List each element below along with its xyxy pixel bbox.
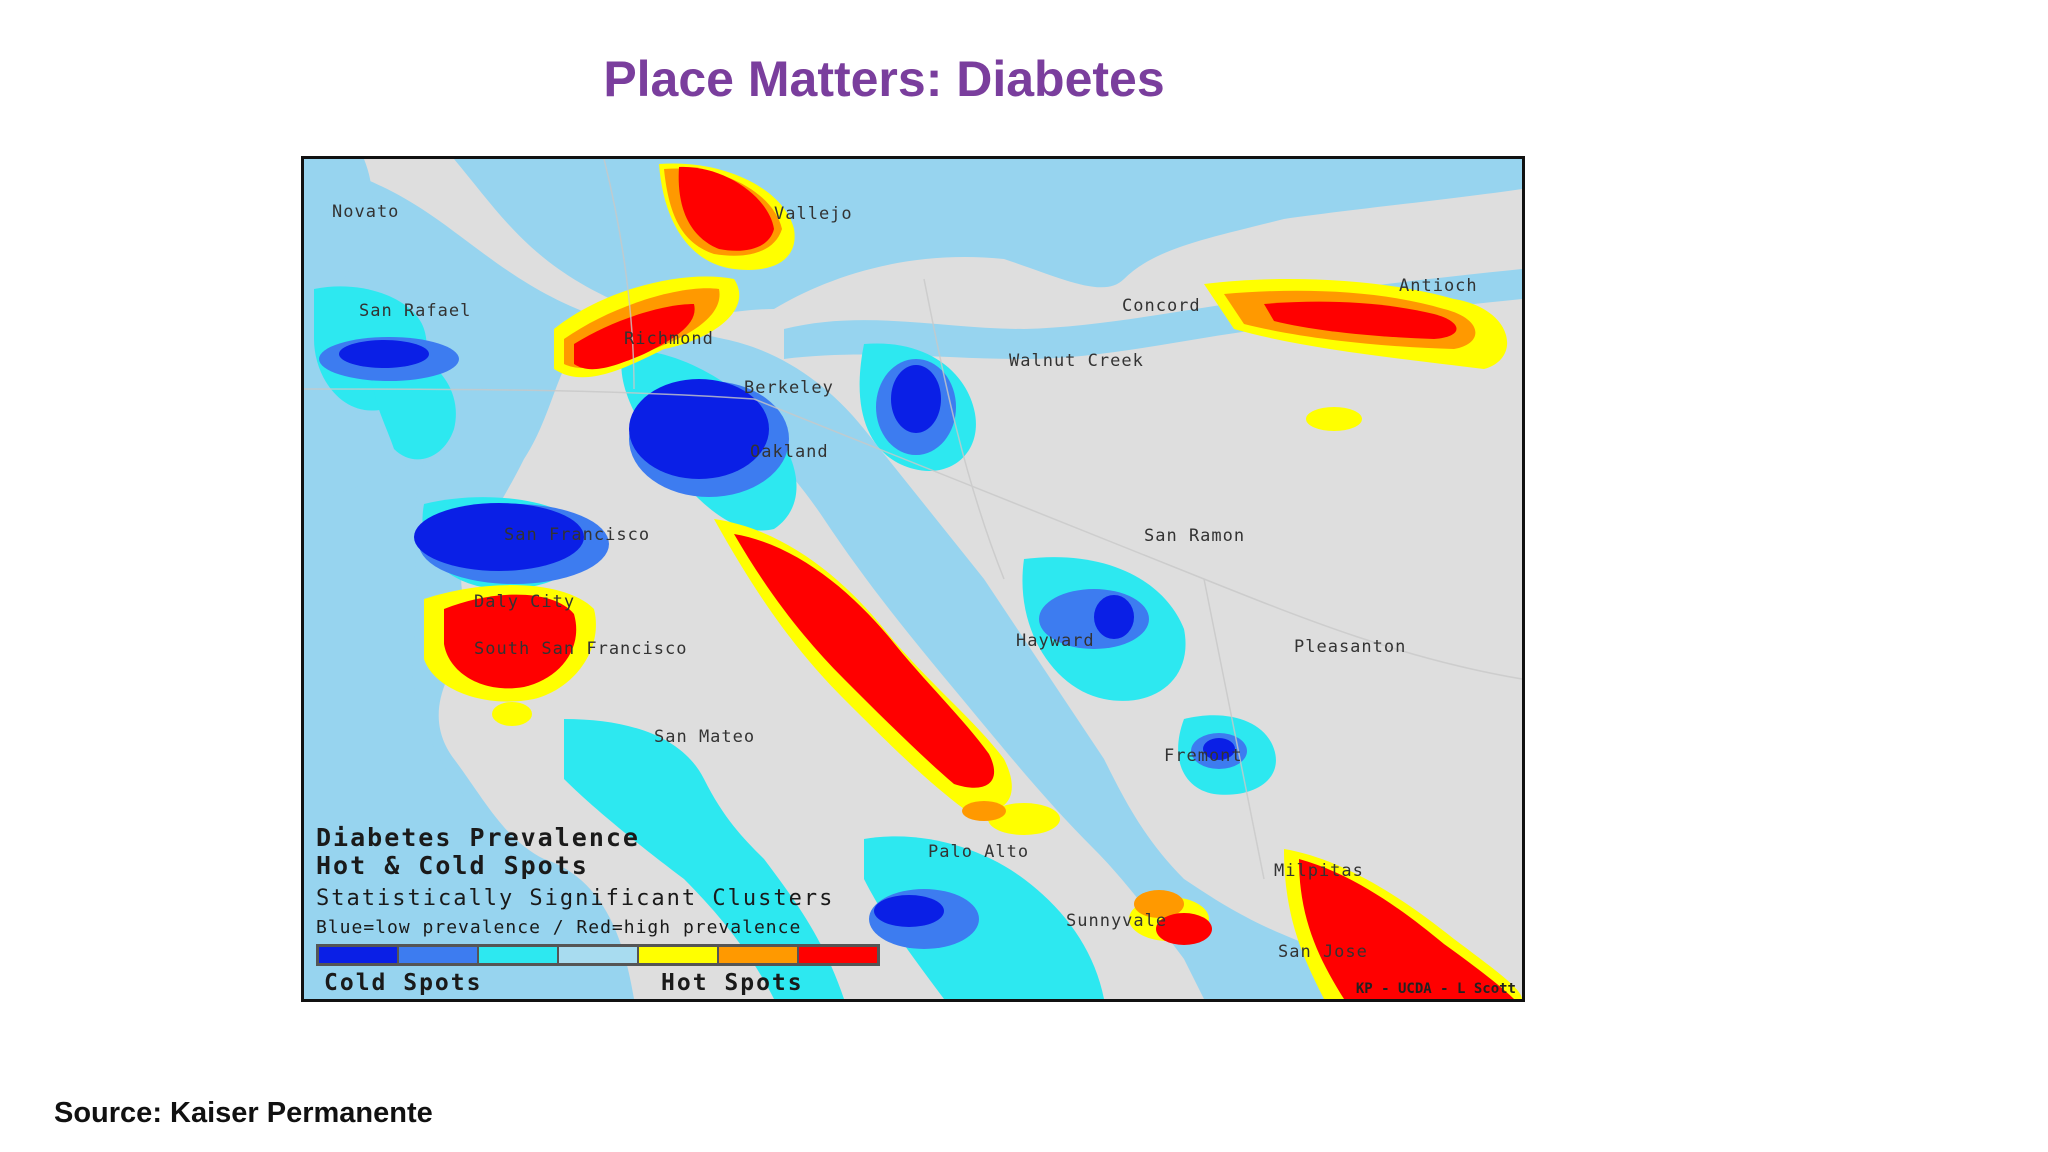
hot-cluster-red: [444, 594, 577, 689]
road-network: [304, 159, 1522, 880]
place-label-milpitas: Milpitas: [1274, 861, 1364, 881]
ocean-north: [304, 159, 373, 399]
place-label-pleasanton: Pleasanton: [1294, 637, 1406, 657]
source-note: Source: Kaiser Permanente: [54, 1097, 433, 1129]
hot-cluster-yellow: [492, 702, 532, 726]
place-label-fremont: Fremont: [1164, 746, 1243, 766]
legend-subtitle: Statistically Significant Clusters: [316, 886, 835, 911]
cold-cluster-cyan: [864, 836, 1104, 999]
cold-cluster-cyan: [564, 719, 844, 999]
hot-cluster-orange: [962, 801, 1006, 821]
road-line: [1203, 578, 1265, 880]
hot-cluster-red: [734, 534, 995, 788]
map-legend: Diabetes Prevalence Hot & Cold Spots Sta…: [316, 823, 880, 999]
bay-water: [304, 159, 1522, 999]
legend-swatch: [719, 947, 799, 963]
cold-cluster-core: [629, 379, 769, 479]
map-credit: KP - UCDA - L Scott: [1355, 981, 1516, 997]
legend-ends: Cold Spots Hot Spots: [316, 970, 876, 999]
cold-cluster-core: [1094, 595, 1134, 639]
legend-hot-label: Hot Spots: [661, 970, 804, 996]
place-label-richmond: Richmond: [624, 329, 714, 349]
place-label-daly-city: Daly City: [474, 592, 575, 612]
hot-cluster-red: [1264, 301, 1457, 339]
place-label-antioch: Antioch: [1399, 276, 1478, 296]
legend-color-scale: [316, 944, 880, 966]
legend-swatch: [399, 947, 479, 963]
place-label-san-jose: San Jose: [1278, 942, 1368, 962]
ocean: [304, 459, 564, 999]
cold-cluster-core: [891, 365, 941, 433]
road-line: [923, 278, 1005, 580]
hot-cluster-red: [1299, 859, 1514, 999]
hot-cluster-red: [1156, 913, 1212, 945]
legend-swatch: [479, 947, 559, 963]
place-label-berkeley: Berkeley: [744, 378, 834, 398]
cold-spot-core: [339, 340, 1235, 927]
hot-cluster-red: [574, 304, 695, 370]
hot-cluster-red: [678, 166, 774, 251]
place-label-south-san-francisco: South San Francisco: [474, 639, 687, 659]
place-label-concord: Concord: [1122, 296, 1201, 316]
legend-swatch: [319, 947, 399, 963]
place-label-san-mateo: San Mateo: [654, 727, 755, 747]
cold-cluster-core: [1203, 738, 1235, 760]
map-canvas: Novato Vallejo San Rafael Richmond Concord An…: [304, 159, 1522, 999]
slide-title: Place Matters: Diabetes: [603, 51, 1165, 107]
place-label-hayward: Hayward: [1016, 631, 1095, 651]
place-label-sunnyvale: Sunnyvale: [1066, 911, 1167, 931]
road-line: [753, 398, 1522, 680]
cold-cluster-core: [874, 895, 944, 927]
road-line: [304, 388, 755, 400]
hot-spot-core: [444, 166, 1514, 999]
legend-swatch: [799, 947, 877, 963]
place-labels: Novato Vallejo San Rafael Richmond Concord An…: [332, 202, 1478, 962]
road-line: [603, 159, 635, 390]
diabetes-hotspot-map: Novato Vallejo San Rafael Richmond Concord An…: [301, 156, 1525, 1002]
legend-title-line1: Diabetes Prevalence: [316, 823, 640, 852]
legend-swatch: [559, 947, 639, 963]
place-label-novato: Novato: [332, 202, 399, 222]
legend-title-line2: Hot & Cold Spots: [316, 851, 589, 880]
cold-cluster-core: [339, 340, 429, 368]
cold-cluster-core: [414, 503, 584, 571]
place-label-oakland: Oakland: [750, 442, 829, 462]
place-label-walnut-creek: Walnut Creek: [1009, 351, 1144, 371]
hot-cluster-yellow: [1306, 407, 1362, 431]
legend-cold-label: Cold Spots: [324, 970, 483, 996]
place-label-vallejo: Vallejo: [774, 204, 853, 224]
place-label-san-rafael: San Rafael: [359, 301, 471, 321]
hot-cluster-orange: [1134, 890, 1184, 918]
legend-swatch: [639, 947, 719, 963]
place-label-san-francisco: San Francisco: [504, 525, 650, 545]
place-label-palo-alto: Palo Alto: [928, 842, 1029, 862]
legend-description: Blue=low prevalence / Red=high prevalenc…: [316, 917, 802, 938]
place-label-san-ramon: San Ramon: [1144, 526, 1245, 546]
